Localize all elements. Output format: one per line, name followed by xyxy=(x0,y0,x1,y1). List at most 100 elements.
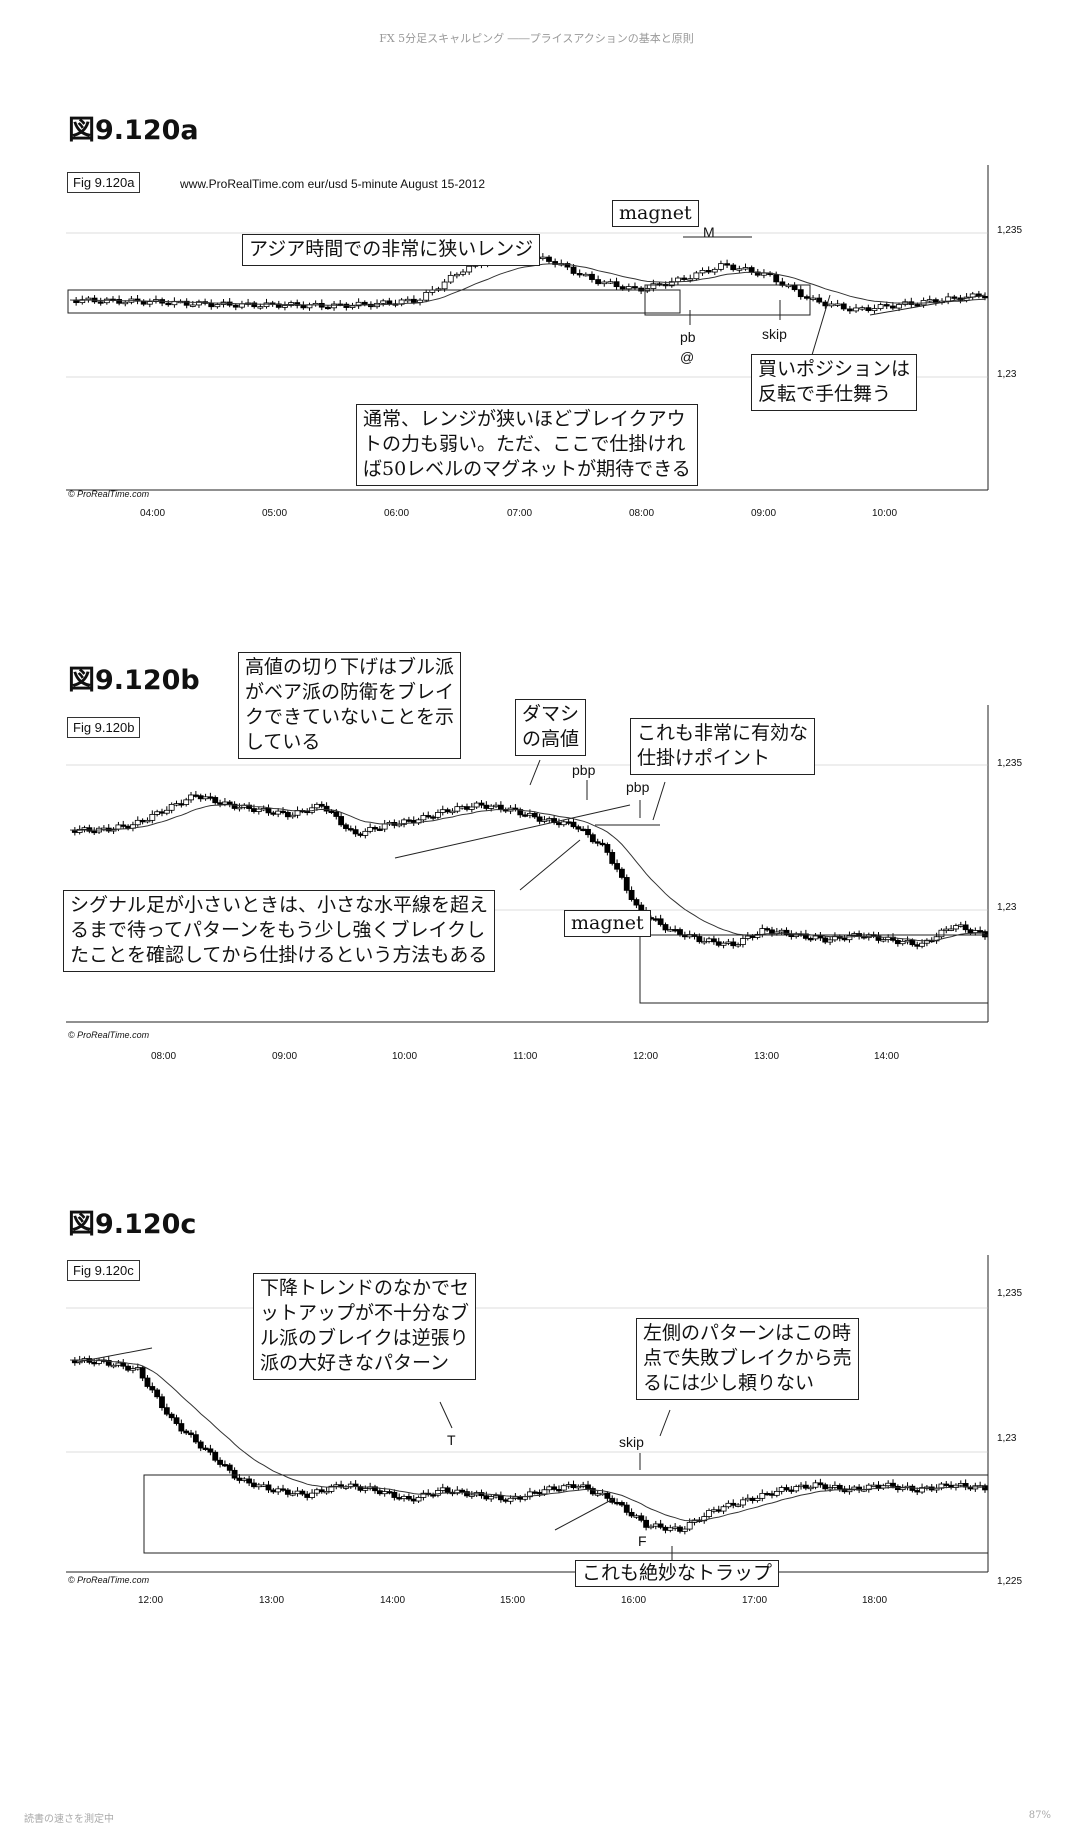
figure-c-ytick-2: 1,23 xyxy=(997,1433,1017,1444)
candle-body xyxy=(769,1493,775,1496)
candle-body xyxy=(619,1502,625,1506)
candle-body xyxy=(144,819,151,823)
candle-body xyxy=(314,1489,320,1494)
candle-body xyxy=(362,1488,369,1491)
candle-body xyxy=(192,1434,199,1443)
candle-body xyxy=(134,1367,141,1370)
candle-body xyxy=(453,273,460,277)
candle-body xyxy=(381,823,388,830)
candle-body xyxy=(657,1523,664,1528)
candle-body xyxy=(633,1515,640,1518)
candle-body xyxy=(812,1482,819,1488)
candle-body xyxy=(668,281,675,287)
candle-body xyxy=(531,812,538,818)
candle-body xyxy=(710,1509,717,1512)
candle-body xyxy=(468,1494,475,1497)
candle-body xyxy=(367,826,374,832)
candle-body xyxy=(284,1489,291,1495)
candle-body xyxy=(601,281,608,285)
candle-body xyxy=(178,1423,185,1432)
candle-body xyxy=(178,803,185,806)
candle-body xyxy=(754,1497,761,1501)
candle-body xyxy=(115,1362,122,1366)
exit-arrow xyxy=(811,294,831,356)
candle-body xyxy=(736,268,743,271)
candle-body xyxy=(764,1492,771,1496)
candle-body xyxy=(953,925,959,930)
figure-c-xtick: 13:00 xyxy=(259,1595,285,1606)
candle-body xyxy=(251,1482,257,1488)
candle-body xyxy=(275,810,282,815)
candle-body xyxy=(207,1448,214,1453)
candle-body xyxy=(982,931,988,938)
candle-body xyxy=(730,941,737,947)
candle-body xyxy=(871,308,878,312)
figure-c-annotation-left-pattern: 左側のパターンはこの時 点で失敗ブレイクから売 るには少し頼りない xyxy=(636,1318,859,1400)
figure-b-annotation-entry: これも非常に有効な 仕掛けポイント xyxy=(630,718,816,775)
candle-body xyxy=(410,1498,417,1502)
candle-body xyxy=(361,301,368,305)
figure-b-tag: Fig 9.120b xyxy=(67,717,141,738)
candle-body xyxy=(619,286,626,290)
candle-body xyxy=(468,806,475,810)
figure-b-pbp-label-2: pbp xyxy=(626,779,650,795)
candle-body xyxy=(943,1483,950,1486)
candle-body xyxy=(715,941,722,946)
candle-body xyxy=(909,939,916,946)
candle-body xyxy=(139,1367,146,1379)
candle-body xyxy=(246,804,253,809)
candle-body xyxy=(280,1488,286,1491)
candle-body xyxy=(478,802,485,806)
candle-body xyxy=(299,1490,306,1495)
candle-body xyxy=(404,298,411,302)
candle-body xyxy=(730,264,737,271)
candle-body xyxy=(116,299,123,304)
candle-body xyxy=(255,1484,262,1488)
candle-body xyxy=(459,806,466,809)
candle-body xyxy=(551,1486,558,1490)
candle-body xyxy=(725,941,732,944)
candle-body xyxy=(914,1490,921,1493)
candle-body xyxy=(405,819,412,822)
candle-body xyxy=(423,292,430,301)
candle-body xyxy=(263,302,270,308)
candle-body xyxy=(546,256,552,262)
candle-body xyxy=(885,1482,892,1487)
figure-b-copyright: © ProRealTime.com xyxy=(68,1030,150,1040)
candle-body xyxy=(331,303,337,309)
candle-body xyxy=(570,821,577,828)
figure-c-tag: Fig 9.120c xyxy=(67,1260,140,1281)
candle-body xyxy=(441,281,448,290)
candle-body xyxy=(560,821,567,826)
figure-c-annotation-trap: これも絶妙なトラップ xyxy=(575,1560,780,1587)
candle-body xyxy=(807,937,814,941)
figure-c-t-label: T xyxy=(447,1432,456,1448)
candle-body xyxy=(589,834,596,843)
candle-body xyxy=(585,828,591,836)
candle-body xyxy=(512,1496,519,1499)
candle-body xyxy=(793,1486,800,1492)
candle-body xyxy=(686,1522,693,1530)
candle-body xyxy=(865,1484,872,1491)
candle-body xyxy=(759,1492,766,1499)
false-high-arrow xyxy=(529,759,541,786)
candle-body xyxy=(183,1430,190,1434)
candle-body xyxy=(919,942,925,947)
candle-body xyxy=(284,811,291,818)
candle-body xyxy=(275,1488,282,1493)
candle-body xyxy=(681,277,687,280)
candle-body xyxy=(239,303,245,308)
candle-body xyxy=(667,1527,674,1531)
candle-body xyxy=(701,940,708,944)
candle-body xyxy=(439,809,446,813)
candle-body xyxy=(652,918,659,921)
candle-body xyxy=(875,1484,882,1489)
candle-body xyxy=(919,1487,925,1493)
candle-body xyxy=(853,307,859,312)
candle-body xyxy=(372,1486,378,1492)
candle-body xyxy=(333,811,340,817)
candle-body xyxy=(120,1362,127,1367)
candle-body xyxy=(580,828,587,832)
candle-body xyxy=(807,1486,814,1490)
candle-body xyxy=(222,801,228,805)
